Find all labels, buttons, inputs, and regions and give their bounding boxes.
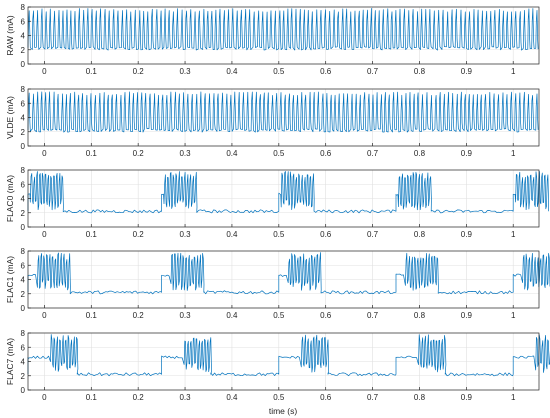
y-tick-label: 8 [21,85,26,94]
y-tick-label: 0 [21,223,26,232]
x-tick-label: 0.7 [367,230,379,239]
x-tick-label: 0.8 [414,311,426,320]
x-tick-label: 0.9 [461,67,473,76]
x-tick-label: 0.4 [226,230,238,239]
x-tick-label: 0.3 [179,393,191,402]
y-tick-label: 2 [21,209,26,218]
y-tick-label: 4 [21,114,26,123]
signal-line [27,91,539,133]
x-tick-label: 0.6 [320,311,332,320]
y-axis-label: FLAC1 (mA) [5,256,15,303]
y-tick-label: 4 [21,195,26,204]
x-tick-label: 0.3 [179,149,191,158]
x-tick-label: 0.8 [414,230,426,239]
x-tick-label: 0.8 [414,149,426,158]
x-tick-label: 1 [511,393,516,402]
x-tick-label: 0.3 [179,67,191,76]
x-tick-label: 0.7 [367,67,379,76]
subplot-1: 0 0.1 0.2 0.3 0.4 0.5 0.6 0.7 0.8 0.9 1 0 2 4 6 8 RAW (m… [5,3,540,76]
x-tick-label: 1 [511,67,516,76]
x-tick-label: 1 [511,230,516,239]
y-tick-label: 2 [21,290,26,299]
y-tick-label: 6 [21,261,26,270]
x-tick-label: 0.2 [133,149,145,158]
y-tick-label: 6 [21,99,26,108]
x-tick-label: 0.5 [273,67,285,76]
x-tick-label: 0.6 [320,393,332,402]
x-tick-label: 0 [42,149,47,158]
x-tick-label: 0.3 [179,230,191,239]
x-tick-label: 0.5 [273,393,285,402]
y-tick-label: 8 [21,166,26,175]
y-axis-label: FLAC7 (mA) [5,338,15,385]
x-tick-label: 0.5 [273,230,285,239]
subplot-5: 0 0.1 0.2 0.3 0.4 0.5 0.6 0.7 0.8 0.9 1 0 2 4 6 8 FLAC7 … [5,329,550,402]
x-tick-label: 0.9 [461,149,473,158]
y-tick-label: 4 [21,32,26,41]
x-tick-label: 0.3 [179,311,191,320]
y-tick-label: 6 [21,17,26,26]
x-tick-label: 0.1 [86,393,98,402]
y-axis-label: FLAC0 (mA) [5,175,15,222]
x-tick-label: 0.7 [367,393,379,402]
y-tick-label: 6 [21,180,26,189]
x-tick-label: 0.1 [86,67,98,76]
x-tick-label: 0.4 [226,393,238,402]
y-tick-label: 8 [21,329,26,338]
y-axis-label: RAW (mA) [5,15,15,55]
signal-line [27,8,539,51]
signal-line [27,252,550,295]
x-tick-label: 0.1 [86,311,98,320]
x-tick-label: 1 [511,149,516,158]
y-tick-label: 0 [21,386,26,395]
signal-line [27,171,549,214]
x-tick-label: 0.7 [367,311,379,320]
x-tick-label: 0.6 [320,67,332,76]
x-tick-label: 0.9 [461,393,473,402]
y-tick-label: 2 [21,372,26,381]
y-tick-label: 0 [21,142,26,151]
signal-line [27,334,550,377]
x-tick-label: 0.9 [461,311,473,320]
x-tick-label: 0.8 [414,67,426,76]
x-tick-label: 0 [42,393,47,402]
x-tick-label: 0.4 [226,149,238,158]
x-tick-label: 0.9 [461,230,473,239]
x-tick-label: 0.4 [226,67,238,76]
x-tick-label: 0.1 [86,230,98,239]
x-tick-label: 0.6 [320,149,332,158]
y-axis-label: VLDE (mA) [5,96,15,139]
y-tick-label: 2 [21,46,26,55]
x-tick-label: 0.2 [133,67,145,76]
subplot-3: 0 0.1 0.2 0.3 0.4 0.5 0.6 0.7 0.8 0.9 1 0 2 4 6 8 FLAC0 … [5,166,549,239]
x-tick-label: 0 [42,311,47,320]
x-tick-label: 0.6 [320,230,332,239]
y-tick-label: 0 [21,304,26,313]
y-tick-label: 8 [21,247,26,256]
y-tick-label: 6 [21,343,26,352]
x-tick-label: 0.7 [367,149,379,158]
y-tick-label: 4 [21,358,26,367]
x-tick-label: 0 [42,67,47,76]
subplot-2: 0 0.1 0.2 0.3 0.4 0.5 0.6 0.7 0.8 0.9 1 0 2 4 6 8 VLDE (… [5,85,540,158]
x-axis-label: time (s) [269,406,298,416]
y-tick-label: 0 [21,60,26,69]
x-tick-label: 0 [42,230,47,239]
x-tick-label: 0.8 [414,393,426,402]
x-tick-label: 0.2 [133,393,145,402]
subplot-4: 0 0.1 0.2 0.3 0.4 0.5 0.6 0.7 0.8 0.9 1 0 2 4 6 8 FLAC1 … [5,247,550,320]
x-tick-label: 0.2 [133,230,145,239]
y-tick-label: 8 [21,3,26,12]
x-tick-label: 1 [511,311,516,320]
x-tick-label: 0.5 [273,311,285,320]
x-tick-label: 0.4 [226,311,238,320]
x-tick-label: 0.2 [133,311,145,320]
x-tick-label: 0.5 [273,149,285,158]
x-tick-label: 0.1 [86,149,98,158]
y-tick-label: 4 [21,276,26,285]
y-tick-label: 2 [21,128,26,137]
